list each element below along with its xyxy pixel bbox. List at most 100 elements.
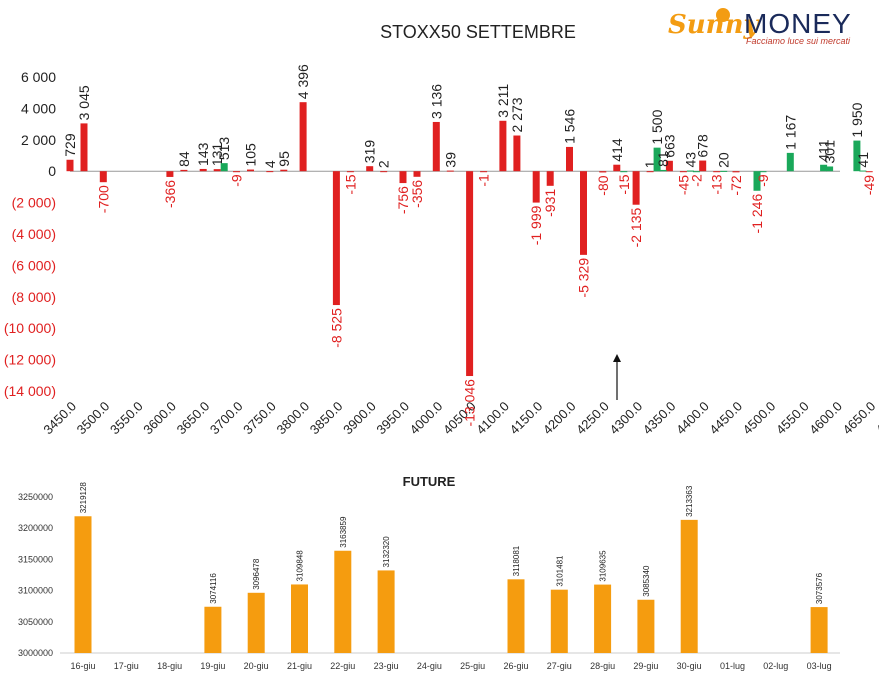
data-label: 3 136 [428, 84, 444, 119]
bar [632, 171, 640, 205]
y-tick-label: 3150000 [18, 554, 53, 564]
bar [446, 170, 454, 172]
x-tick-label: 3650.0 [174, 399, 213, 438]
bar [594, 584, 612, 653]
x-tick-label: 16-giu [70, 661, 95, 671]
bar [680, 519, 698, 653]
bar [532, 171, 540, 203]
x-tick-label: 3450.0 [40, 399, 79, 438]
x-tick-label: 4100.0 [473, 399, 512, 438]
x-tick-label: 19-giu [200, 661, 225, 671]
data-label: 1 500 [649, 109, 665, 144]
y-tick-label: 2 000 [21, 132, 56, 148]
x-tick-label: 4600.0 [806, 399, 845, 438]
y-tick-label: 3050000 [18, 617, 53, 627]
data-label: -2 [688, 174, 704, 187]
x-tick-label: 4250.0 [573, 399, 612, 438]
x-tick-label: 01-lug [720, 661, 745, 671]
bar [480, 171, 488, 173]
bar [377, 570, 395, 653]
bar [826, 166, 834, 172]
data-label: 143 [195, 142, 211, 166]
data-label: -45 [675, 175, 691, 195]
data-label: 1 167 [782, 115, 798, 150]
bar [432, 121, 440, 172]
bar [80, 123, 88, 172]
data-label: -15 [342, 174, 358, 194]
bar [346, 171, 354, 173]
chart-title: FUTURE [403, 474, 456, 489]
data-label: 20 [716, 152, 732, 168]
future-chart: FUTURE 3250000 3200000 3150000 3100000 305000… [18, 474, 840, 671]
x-tick-label: 24-giu [417, 661, 442, 671]
data-label: -931 [542, 189, 558, 217]
bar [550, 589, 568, 653]
data-label: 95 [276, 151, 292, 167]
x-tick-label: 3600.0 [140, 399, 179, 438]
bar [66, 159, 74, 172]
x-tick-label: 4000.0 [407, 399, 446, 438]
bar [786, 152, 794, 172]
data-label: -80 [595, 175, 611, 195]
data-label: -366 [162, 180, 178, 208]
data-label: 729 [62, 133, 78, 157]
data-label: 513 [216, 137, 232, 161]
data-label: 1 546 [562, 109, 578, 144]
y-tick-label: (12 000) [4, 352, 56, 368]
bar [753, 171, 761, 191]
bar [74, 516, 92, 653]
data-label: 3118081 [512, 545, 521, 576]
data-label: 131 [209, 143, 225, 167]
bar [713, 171, 721, 173]
bar [653, 147, 661, 172]
bar [720, 170, 728, 172]
data-label: 414 [609, 138, 625, 162]
data-label: 3 045 [76, 85, 92, 120]
bar [166, 171, 174, 177]
bar [566, 146, 573, 172]
bar [180, 169, 188, 172]
x-tick-label: 3500.0 [74, 399, 113, 438]
x-tick-label: 4700.0 [873, 399, 879, 438]
data-label: 3073576 [815, 572, 824, 604]
data-label: -1 [476, 174, 492, 187]
data-label: 81 [655, 151, 671, 167]
x-tick-label: 25-giu [460, 661, 485, 671]
data-label: -49 [861, 175, 877, 195]
data-label: -1 246 [749, 194, 765, 234]
y-tick-label: (6 000) [12, 257, 56, 273]
x-tick-label: 29-giu [633, 661, 658, 671]
bar [732, 171, 740, 173]
data-label: 3096478 [252, 558, 261, 590]
x-tick-label: 3950.0 [373, 399, 412, 438]
bar [665, 160, 673, 172]
y-tick-label: (2 000) [12, 195, 56, 211]
x-tick-label: 28-giu [590, 661, 615, 671]
bar [266, 171, 274, 173]
data-label: 3219128 [79, 482, 88, 514]
bar [280, 169, 288, 172]
x-tick-label: 4450.0 [706, 399, 745, 438]
x-tick-label: 3850.0 [307, 399, 346, 438]
bar [334, 550, 352, 653]
bar [247, 169, 254, 172]
data-label: 84 [176, 151, 192, 167]
bar [699, 160, 707, 172]
data-label: -700 [95, 185, 111, 213]
data-label: -5 329 [576, 258, 592, 298]
stoxx50-chart: STOXX50 SETTEMBRE 6 000 4 000 2 000 0 (2 000)… [4, 22, 879, 438]
x-tick-label: 20-giu [244, 661, 269, 671]
data-label: 1 [642, 160, 658, 168]
bar [413, 171, 421, 177]
data-label: 301 [822, 140, 838, 164]
data-label: 3163859 [339, 516, 348, 548]
annotation-arrow-head [613, 354, 621, 362]
bar [546, 171, 554, 186]
bar [599, 171, 607, 173]
x-tick-label: 4550.0 [773, 399, 812, 438]
data-label: 3 211 [495, 84, 511, 118]
bar [332, 171, 340, 306]
bar [679, 171, 687, 173]
data-label: 3101481 [555, 555, 564, 587]
bar [692, 171, 700, 173]
